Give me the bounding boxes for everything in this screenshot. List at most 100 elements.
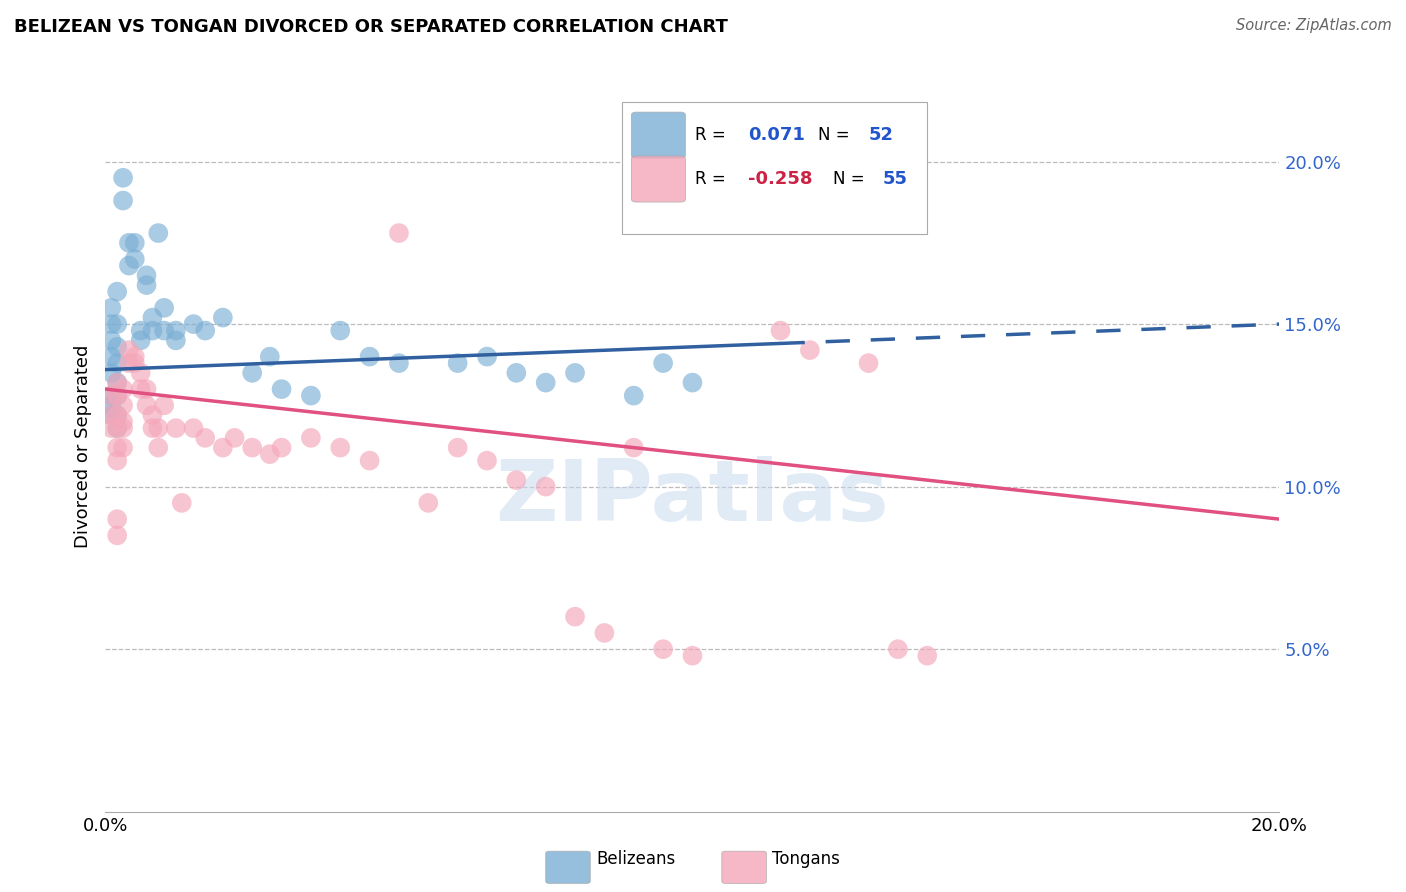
Point — [105, 453, 128, 467]
Point — [124, 356, 146, 370]
Point — [359, 453, 381, 467]
Text: N =: N = — [834, 170, 870, 188]
Point — [141, 408, 163, 422]
Point — [129, 366, 152, 380]
Point — [564, 366, 586, 380]
Point — [105, 389, 128, 403]
Point — [475, 453, 498, 467]
Point — [682, 648, 704, 663]
Point — [148, 441, 170, 455]
Point — [118, 343, 141, 357]
Point — [135, 268, 157, 283]
Text: Belizeans: Belizeans — [596, 850, 675, 868]
Point — [148, 421, 170, 435]
Point — [105, 317, 128, 331]
Point — [112, 421, 135, 435]
Point — [505, 366, 527, 380]
Point — [105, 356, 128, 370]
Text: -0.258: -0.258 — [748, 170, 813, 188]
Text: Tongans: Tongans — [772, 850, 841, 868]
Point — [623, 389, 645, 403]
Point — [447, 356, 470, 370]
Text: 55: 55 — [883, 170, 908, 188]
Point — [112, 170, 135, 185]
Point — [505, 473, 527, 487]
Point — [799, 343, 821, 357]
Point — [129, 334, 152, 348]
Point — [153, 398, 176, 412]
Point — [623, 441, 645, 455]
Point — [105, 389, 128, 403]
Point — [418, 496, 440, 510]
Point — [652, 356, 675, 370]
Point — [112, 194, 135, 208]
Point — [917, 648, 939, 663]
Point — [105, 340, 128, 354]
Point — [153, 301, 176, 315]
Point — [329, 441, 352, 455]
Point — [100, 398, 122, 412]
Point — [100, 317, 122, 331]
Point — [100, 334, 122, 348]
Point — [118, 235, 141, 250]
Point — [270, 382, 292, 396]
Point — [124, 235, 146, 250]
Point — [100, 301, 122, 315]
Point — [153, 324, 176, 338]
Point — [211, 310, 233, 325]
Point — [359, 350, 381, 364]
Point — [224, 431, 246, 445]
Text: BELIZEAN VS TONGAN DIVORCED OR SEPARATED CORRELATION CHART: BELIZEAN VS TONGAN DIVORCED OR SEPARATED… — [14, 18, 728, 36]
Point — [183, 317, 205, 331]
Point — [141, 310, 163, 325]
Text: R =: R = — [695, 170, 731, 188]
Point — [240, 441, 263, 455]
Point — [299, 431, 322, 445]
FancyBboxPatch shape — [721, 851, 766, 883]
Point — [148, 226, 170, 240]
Point — [100, 389, 122, 403]
Point — [105, 421, 128, 435]
Point — [141, 421, 163, 435]
Point — [329, 324, 352, 338]
Point — [141, 324, 163, 338]
Text: N =: N = — [818, 126, 855, 145]
Text: R =: R = — [695, 126, 731, 145]
Point — [135, 382, 157, 396]
Point — [118, 356, 141, 370]
Text: 52: 52 — [869, 126, 894, 145]
Point — [682, 376, 704, 390]
Point — [105, 408, 128, 422]
Text: ZIPatlas: ZIPatlas — [495, 456, 890, 539]
Point — [124, 350, 146, 364]
FancyBboxPatch shape — [631, 156, 685, 202]
Point — [165, 421, 187, 435]
FancyBboxPatch shape — [621, 103, 928, 234]
FancyBboxPatch shape — [631, 112, 685, 158]
Point — [211, 441, 233, 455]
Point — [240, 366, 263, 380]
Text: 0.071: 0.071 — [748, 126, 804, 145]
Point — [534, 480, 557, 494]
Point — [564, 609, 586, 624]
Point — [112, 382, 135, 396]
Point — [105, 512, 128, 526]
Point — [100, 408, 122, 422]
Point — [170, 496, 193, 510]
Point — [858, 356, 880, 370]
Point — [259, 447, 281, 461]
Point — [388, 356, 411, 370]
FancyBboxPatch shape — [546, 851, 591, 883]
Point — [100, 389, 122, 403]
Point — [100, 421, 122, 435]
Point — [475, 350, 498, 364]
Point — [135, 398, 157, 412]
Point — [165, 324, 187, 338]
Point — [534, 376, 557, 390]
Point — [652, 642, 675, 657]
Point — [194, 324, 217, 338]
Point — [100, 350, 122, 364]
Point — [447, 441, 470, 455]
Point — [194, 431, 217, 445]
Point — [100, 366, 122, 380]
